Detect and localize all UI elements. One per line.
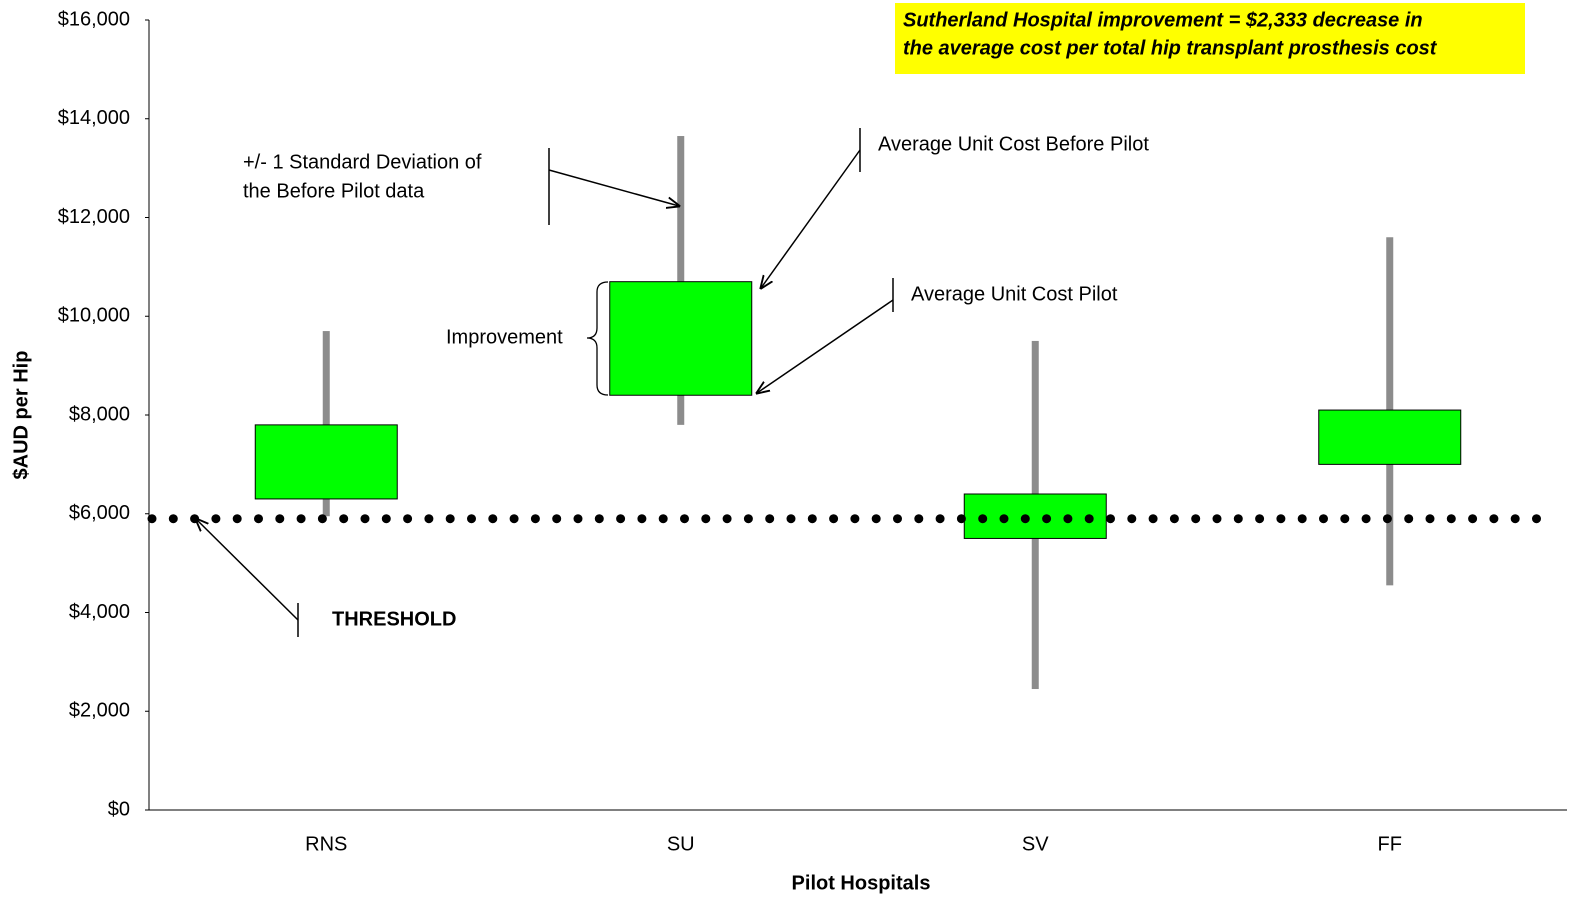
annotation: +/- 1 Standard Deviation of	[243, 151, 482, 173]
x-tick-label: SV	[1022, 833, 1049, 855]
box	[609, 281, 753, 396]
y-tick-label: $2,000	[69, 700, 130, 722]
arrow	[757, 299, 894, 393]
arrow	[761, 149, 861, 288]
annotation: Average Unit Cost Before Pilot	[878, 133, 1149, 155]
x-tick-label: FF	[1378, 833, 1402, 855]
x-tick-label: SU	[667, 833, 695, 855]
brace	[586, 281, 609, 396]
y-axis-label: $AUD per Hip	[10, 351, 32, 480]
annotation: Average Unit Cost Pilot	[911, 283, 1118, 305]
whisker	[322, 331, 330, 517]
highlight-text: Sutherland Hospital improvement = $2,333…	[903, 9, 1423, 31]
y-tick-label: $4,000	[69, 601, 130, 623]
y-tick-label: $16,000	[58, 8, 130, 30]
arrow	[548, 169, 679, 206]
arrow	[196, 519, 299, 621]
box	[1318, 409, 1462, 465]
y-tick-label: $10,000	[58, 305, 130, 327]
x-axis-label: Pilot Hospitals	[792, 872, 931, 894]
highlight-box	[895, 3, 1525, 74]
y-tick-label: $8,000	[69, 403, 130, 425]
highlight-text: the average cost per total hip transplan…	[903, 37, 1438, 59]
y-tick-label: $0	[108, 798, 130, 820]
annotation: THRESHOLD	[332, 608, 456, 630]
y-tick-label: $14,000	[58, 107, 130, 129]
marks	[147, 136, 1562, 690]
y-tick-label: $12,000	[58, 206, 130, 228]
y-tick-label: $6,000	[69, 502, 130, 524]
box	[254, 424, 398, 500]
box	[963, 493, 1107, 539]
annotation: the Before Pilot data	[243, 180, 425, 202]
x-tick-label: RNS	[305, 833, 347, 855]
annotation: Improvement	[446, 326, 563, 348]
whisker	[677, 136, 685, 425]
